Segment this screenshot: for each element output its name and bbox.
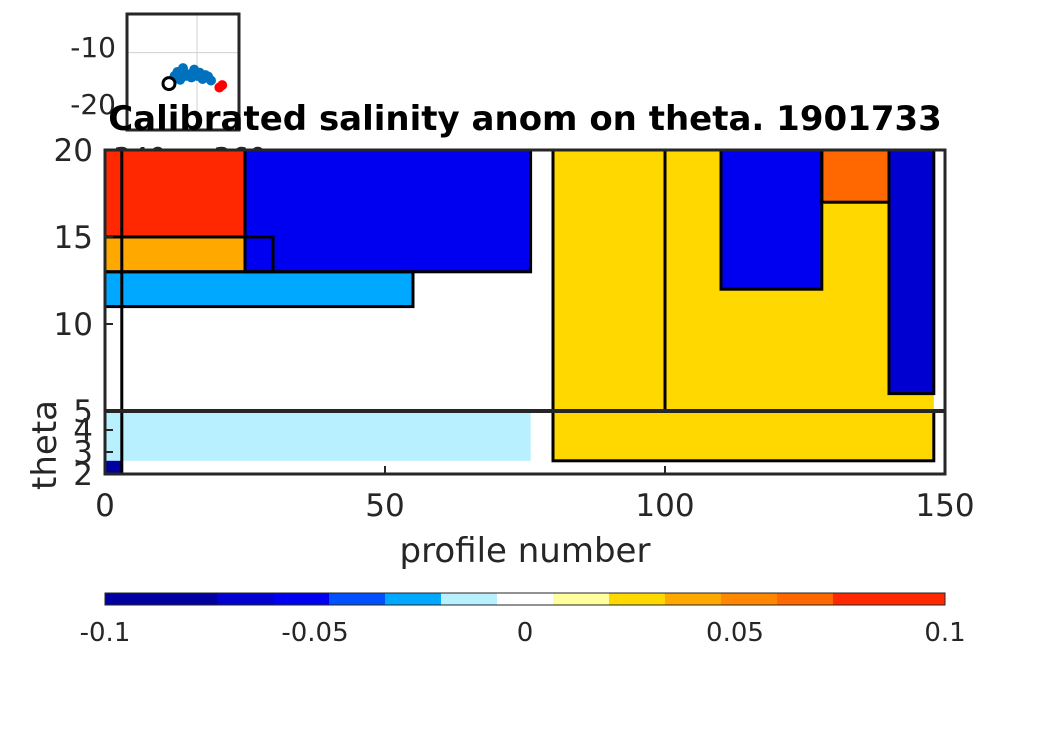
colorbar-cells: [105, 593, 946, 605]
colorbar-cell: [497, 593, 554, 605]
contour-region: [105, 411, 531, 461]
contour-region: [105, 271, 413, 307]
colorbar-cell: [385, 593, 442, 605]
y-tick-label: 4: [73, 413, 93, 449]
colorbar: -0.1 -0.05 0 0.05 0.1: [80, 592, 966, 648]
colorbar-cell: [217, 593, 274, 605]
y-tick-label: 10: [54, 307, 93, 343]
colorbar-cell: [777, 593, 834, 605]
y-tick-label: 15: [54, 220, 93, 256]
colorbar-cell: [441, 593, 498, 605]
colorbar-tick-label: 0: [517, 618, 534, 648]
inset-points: [161, 63, 228, 93]
colorbar-cell: [273, 593, 330, 605]
contour-region: [821, 150, 889, 203]
colorbar-cell: [105, 593, 162, 605]
x-tick-label: 150: [915, 488, 974, 524]
colorbar-ticks: -0.1 -0.05 0 0.05 0.1: [80, 618, 966, 648]
colorbar-cell: [609, 593, 666, 605]
x-axis-ticks: 0 50 100 150: [95, 466, 975, 524]
colorbar-cell: [665, 593, 722, 605]
colorbar-tick-label: 0.05: [706, 618, 764, 648]
colorbar-cell: [889, 593, 946, 605]
inset-y-tick: -20: [70, 88, 116, 121]
colorbar-frame: [104, 592, 946, 606]
plot-frame: [103, 148, 947, 476]
colorbar-cell: [553, 593, 610, 605]
y-tick-label: 5: [73, 394, 93, 430]
inset-y-tick: -10: [70, 31, 116, 64]
y-tick-label: 3: [73, 435, 93, 471]
chart-title: Calibrated salinity anom on theta. 19017…: [108, 99, 942, 139]
y-axis-label: theta: [25, 400, 65, 490]
contour-region: [721, 150, 822, 290]
inset-point: [217, 80, 228, 91]
contour-region: [245, 150, 531, 272]
y-tick-label: 20: [54, 133, 93, 169]
contour-region: [553, 411, 934, 461]
colorbar-tick-label: -0.1: [80, 618, 131, 648]
colorbar-cell: [329, 593, 386, 605]
contour-region: [105, 306, 531, 411]
inset-start-point: [161, 76, 177, 92]
contour-region: [889, 150, 934, 394]
x-tick-label: 100: [635, 488, 694, 524]
x-tick-label: 50: [365, 488, 404, 524]
colorbar-cell: [161, 593, 218, 605]
colorbar-tick-label: -0.05: [281, 618, 348, 648]
colorbar-cell: [721, 593, 778, 605]
colorbar-cell: [833, 593, 890, 605]
contour-region: [553, 150, 665, 411]
inset-point: [206, 75, 216, 86]
y-tick-label: 2: [73, 457, 93, 493]
contour-region: [105, 150, 245, 237]
filled-contours: [105, 150, 934, 474]
x-tick-label: 0: [95, 488, 115, 524]
x-axis-label: profile number: [400, 531, 651, 571]
inset-frame: [125, 12, 241, 132]
data-gap: [537, 150, 546, 452]
colorbar-tick-label: 0.1: [924, 618, 965, 648]
